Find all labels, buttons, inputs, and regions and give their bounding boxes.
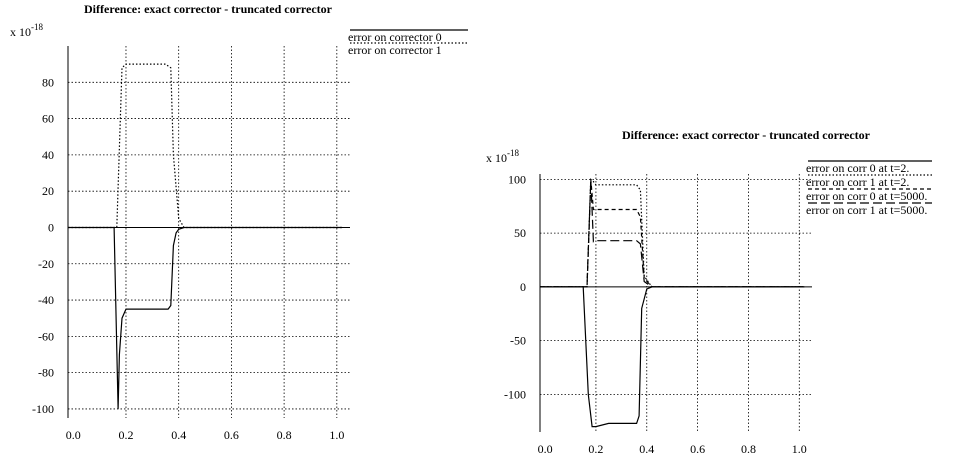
tick-labels: 0.0 0.2 0.4 0.6 0.8 1.0 80 60 40 20 0 -20 -40 -60 -80 -…	[32, 75, 344, 442]
chart-title: Difference: exact corrector - truncated …	[622, 128, 871, 142]
legend-label: error on corr 1 at t=5000.	[806, 203, 927, 217]
series-lines	[540, 178, 805, 428]
chart-right: Difference: exact corrector - truncated …	[486, 128, 932, 456]
x-tick-label: 0.4	[171, 428, 186, 442]
y-tick-label: 80	[42, 75, 54, 89]
x-tick-label: 0.2	[588, 442, 603, 456]
y-tick-label: 100	[508, 172, 526, 186]
y-tick-label: 20	[42, 184, 54, 198]
chart-left: Difference: exact corrector - truncated …	[10, 2, 468, 442]
y-tick-label: -80	[38, 366, 54, 380]
series-line	[540, 286, 805, 428]
y-tick-label: -100	[504, 387, 526, 401]
legend-label: error on corrector 1	[348, 43, 442, 57]
y-tick-label: 0	[48, 220, 54, 234]
y-tick-label: 40	[42, 148, 54, 162]
legend: error on corr 0 at t=2.error on corr 1 a…	[806, 160, 932, 217]
y-tick-label: 0	[520, 280, 526, 294]
y-tick-label: -40	[38, 293, 54, 307]
x-tick-label: 0.2	[118, 428, 133, 442]
x-tick-label: 0.0	[538, 442, 553, 456]
x-tick-label: 0.0	[66, 428, 81, 442]
grid	[67, 46, 350, 418]
x-tick-label: 1.0	[329, 428, 344, 442]
x-tick-label: 0.8	[741, 442, 756, 456]
x-tick-label: 1.0	[792, 442, 807, 456]
series-line	[68, 63, 343, 229]
y-tick-label: 60	[42, 112, 54, 126]
x-tick-label: 0.6	[690, 442, 705, 456]
y-scale-label: x 10-18	[10, 22, 43, 39]
chart-title: Difference: exact corrector - truncated …	[84, 2, 333, 16]
y-tick-label: -50	[510, 334, 526, 348]
legend-label: error on corr 0 at t=5000.	[806, 189, 927, 203]
legend-label: error on corr 1 at t=2.	[806, 175, 909, 189]
legend-label: error on corrector 0	[348, 30, 442, 44]
x-tick-label: 0.4	[639, 442, 654, 456]
x-tick-label: 0.8	[277, 428, 292, 442]
series-line	[68, 226, 343, 409]
x-tick-label: 0.6	[224, 428, 239, 442]
y-tick-label: 50	[514, 226, 526, 240]
tick-labels: 0.0 0.2 0.4 0.6 0.8 1.0 100 50 0 -50 -100	[504, 172, 807, 456]
y-tick-label: -20	[38, 257, 54, 271]
y-tick-label: -60	[38, 329, 54, 343]
y-scale-label: x 10-18	[486, 148, 519, 165]
series-line	[540, 179, 805, 288]
grid	[539, 174, 812, 432]
legend-label: error on corr 0 at t=2.	[806, 161, 909, 175]
series-lines	[68, 63, 343, 409]
y-tick-label: -100	[32, 402, 54, 416]
